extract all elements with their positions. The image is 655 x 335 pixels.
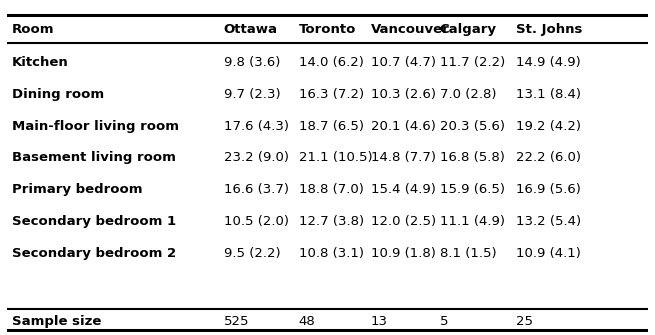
Text: Kitchen: Kitchen xyxy=(12,56,68,69)
Text: 16.8 (5.8): 16.8 (5.8) xyxy=(440,151,505,164)
Text: 9.5 (2.2): 9.5 (2.2) xyxy=(223,247,280,260)
Text: Secondary bedroom 2: Secondary bedroom 2 xyxy=(12,247,176,260)
Text: 9.8 (3.6): 9.8 (3.6) xyxy=(223,56,280,69)
Text: 14.0 (6.2): 14.0 (6.2) xyxy=(299,56,364,69)
Text: 15.9 (6.5): 15.9 (6.5) xyxy=(440,183,505,196)
Text: 20.1 (4.6): 20.1 (4.6) xyxy=(371,120,436,133)
Text: 16.9 (5.6): 16.9 (5.6) xyxy=(515,183,580,196)
Text: St. Johns: St. Johns xyxy=(515,23,582,36)
Text: 10.9 (4.1): 10.9 (4.1) xyxy=(515,247,580,260)
Text: 22.2 (6.0): 22.2 (6.0) xyxy=(515,151,580,164)
Text: 18.7 (6.5): 18.7 (6.5) xyxy=(299,120,364,133)
Text: 20.3 (5.6): 20.3 (5.6) xyxy=(440,120,505,133)
Text: 11.1 (4.9): 11.1 (4.9) xyxy=(440,215,505,228)
Text: Sample size: Sample size xyxy=(12,315,101,328)
Text: 13.2 (5.4): 13.2 (5.4) xyxy=(515,215,581,228)
Text: 10.3 (2.6): 10.3 (2.6) xyxy=(371,88,436,101)
Text: Basement living room: Basement living room xyxy=(12,151,176,164)
Text: 10.7 (4.7): 10.7 (4.7) xyxy=(371,56,436,69)
Text: Toronto: Toronto xyxy=(299,23,356,36)
Text: 19.2 (4.2): 19.2 (4.2) xyxy=(515,120,580,133)
Text: 8.1 (1.5): 8.1 (1.5) xyxy=(440,247,496,260)
Text: 525: 525 xyxy=(223,315,249,328)
Text: 17.6 (4.3): 17.6 (4.3) xyxy=(223,120,288,133)
Text: 48: 48 xyxy=(299,315,315,328)
Text: 16.6 (3.7): 16.6 (3.7) xyxy=(223,183,288,196)
Text: Primary bedroom: Primary bedroom xyxy=(12,183,142,196)
Text: 14.8 (7.7): 14.8 (7.7) xyxy=(371,151,436,164)
Text: 13.1 (8.4): 13.1 (8.4) xyxy=(515,88,580,101)
Text: 23.2 (9.0): 23.2 (9.0) xyxy=(223,151,288,164)
Text: 5: 5 xyxy=(440,315,448,328)
Text: 14.9 (4.9): 14.9 (4.9) xyxy=(515,56,580,69)
Text: Vancouver: Vancouver xyxy=(371,23,449,36)
Text: 9.7 (2.3): 9.7 (2.3) xyxy=(223,88,280,101)
Text: 11.7 (2.2): 11.7 (2.2) xyxy=(440,56,505,69)
Text: 12.7 (3.8): 12.7 (3.8) xyxy=(299,215,364,228)
Text: 12.0 (2.5): 12.0 (2.5) xyxy=(371,215,436,228)
Text: 21.1 (10.5): 21.1 (10.5) xyxy=(299,151,372,164)
Text: 10.5 (2.0): 10.5 (2.0) xyxy=(223,215,288,228)
Text: Room: Room xyxy=(12,23,54,36)
Text: 15.4 (4.9): 15.4 (4.9) xyxy=(371,183,436,196)
Text: Dining room: Dining room xyxy=(12,88,103,101)
Text: 25: 25 xyxy=(515,315,533,328)
Text: 13: 13 xyxy=(371,315,388,328)
Text: 16.3 (7.2): 16.3 (7.2) xyxy=(299,88,364,101)
Text: Calgary: Calgary xyxy=(440,23,497,36)
Text: 10.9 (1.8): 10.9 (1.8) xyxy=(371,247,436,260)
Text: 10.8 (3.1): 10.8 (3.1) xyxy=(299,247,364,260)
Text: Secondary bedroom 1: Secondary bedroom 1 xyxy=(12,215,176,228)
Text: 7.0 (2.8): 7.0 (2.8) xyxy=(440,88,496,101)
Text: Main-floor living room: Main-floor living room xyxy=(12,120,179,133)
Text: 18.8 (7.0): 18.8 (7.0) xyxy=(299,183,364,196)
Text: Ottawa: Ottawa xyxy=(223,23,278,36)
